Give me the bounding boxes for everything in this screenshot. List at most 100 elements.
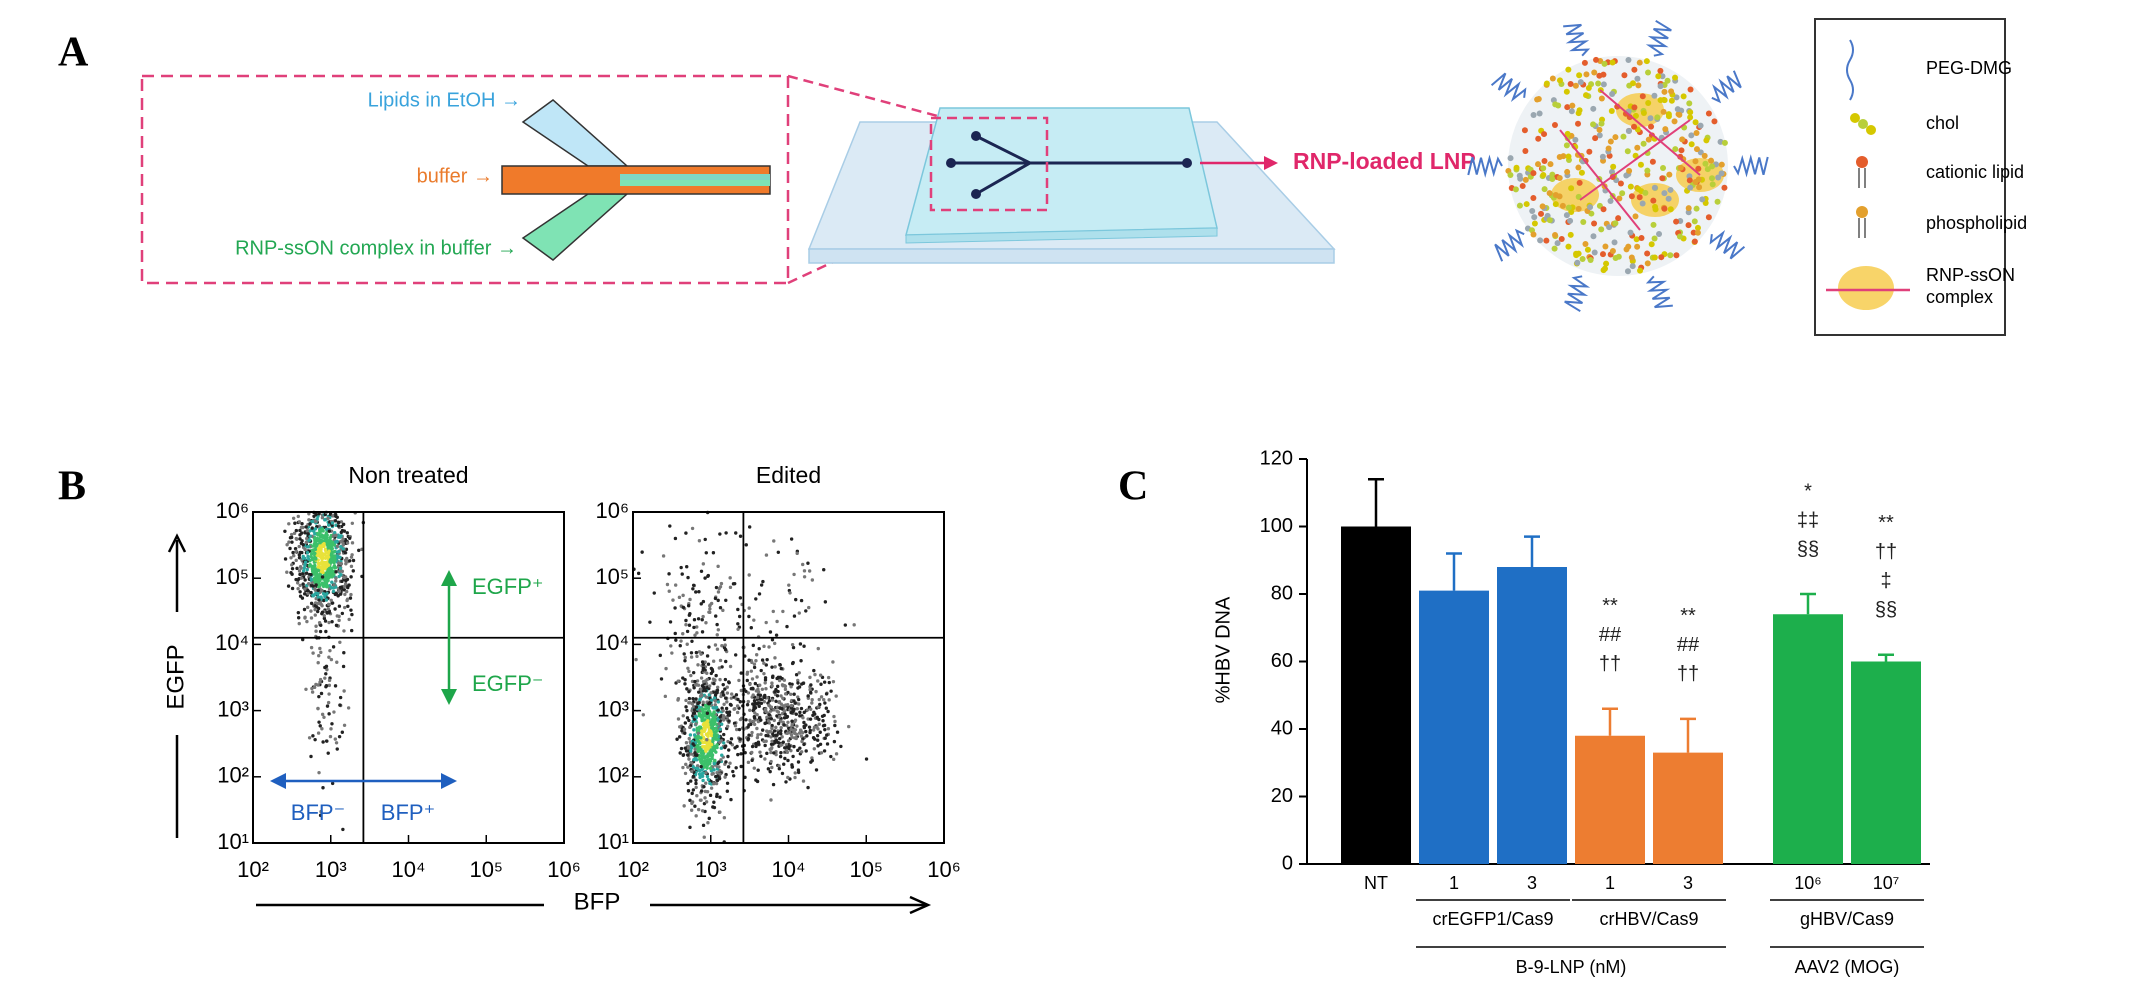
event-dot xyxy=(334,570,338,574)
event-dot xyxy=(824,692,829,696)
lipid xyxy=(1507,171,1514,178)
event-dot xyxy=(779,725,783,730)
event-dot xyxy=(714,585,719,590)
event-dot xyxy=(791,708,796,713)
event-dot xyxy=(754,744,758,749)
event-dot xyxy=(718,658,723,663)
event-dot xyxy=(330,546,334,551)
significance-mark: ** xyxy=(1602,595,1618,617)
significance-mark: ## xyxy=(1599,624,1622,646)
event-dot xyxy=(750,758,754,763)
event-dot xyxy=(693,804,697,808)
event-dot xyxy=(829,689,833,693)
event-dot xyxy=(774,687,778,692)
lipid xyxy=(1543,80,1550,87)
event-dot xyxy=(779,731,783,736)
event-dot xyxy=(819,751,824,755)
ssON xyxy=(1579,119,1691,201)
event-dot xyxy=(707,645,711,649)
event-dot xyxy=(689,746,694,750)
event-dot xyxy=(699,736,703,740)
event-dot xyxy=(763,743,767,748)
event-dot xyxy=(759,732,763,736)
event-dot xyxy=(296,616,301,620)
event-dot xyxy=(338,592,343,596)
lipid xyxy=(1587,204,1594,211)
event-dot xyxy=(777,714,782,719)
event-dot xyxy=(334,514,338,518)
event-dot xyxy=(314,629,318,633)
event-dot xyxy=(738,737,742,741)
event-dot xyxy=(835,730,840,734)
lipid xyxy=(1631,104,1638,111)
event-dot xyxy=(683,682,687,686)
event-dot xyxy=(658,653,663,658)
lipid xyxy=(1564,168,1571,175)
peg-chain xyxy=(1709,230,1746,260)
event-dot xyxy=(690,769,694,774)
event-dot xyxy=(349,608,353,612)
event-dot xyxy=(713,703,717,707)
event-dot xyxy=(692,618,697,622)
event-dot xyxy=(749,626,753,630)
event-dot xyxy=(678,751,682,755)
event-dot xyxy=(664,666,668,671)
event-dot xyxy=(712,800,716,804)
event-dot xyxy=(303,560,308,564)
event-dot xyxy=(321,564,326,568)
event-dot xyxy=(338,585,343,590)
x-tick-label: 3 xyxy=(1683,873,1693,893)
event-dot xyxy=(694,814,698,818)
lipid xyxy=(1590,105,1597,112)
event-dot xyxy=(755,726,759,731)
event-dot xyxy=(793,771,797,775)
event-dot xyxy=(724,598,728,602)
lipid xyxy=(1572,136,1579,143)
event-dot xyxy=(322,560,326,565)
event-dot xyxy=(693,750,697,755)
event-dot xyxy=(667,572,671,576)
event-dot xyxy=(796,678,800,683)
event-dot xyxy=(736,622,740,626)
event-dot xyxy=(314,512,318,517)
lipid xyxy=(1523,201,1530,208)
event-dot xyxy=(735,704,740,708)
lipid xyxy=(1538,210,1545,217)
event-dot xyxy=(318,583,322,587)
event-dot xyxy=(694,715,698,719)
event-dot xyxy=(751,693,755,697)
event-dot xyxy=(309,552,314,556)
event-dot xyxy=(303,592,307,596)
event-dot xyxy=(349,628,354,633)
event-dot xyxy=(292,531,297,536)
event-dot xyxy=(336,594,340,598)
lipid xyxy=(1581,59,1588,66)
lipid xyxy=(1673,252,1680,259)
event-dot xyxy=(689,655,694,659)
event-dot xyxy=(808,728,813,733)
lipid xyxy=(1599,153,1606,160)
event-dot xyxy=(816,744,820,748)
lipid xyxy=(1579,256,1586,263)
event-dot xyxy=(718,715,722,719)
event-dot xyxy=(759,754,763,758)
event-dot xyxy=(762,700,767,704)
event-dot xyxy=(286,584,291,588)
event-dot xyxy=(686,781,690,786)
event-dot xyxy=(739,688,743,693)
event-dot xyxy=(310,519,314,524)
lipid xyxy=(1522,147,1529,154)
event-dot xyxy=(690,791,694,796)
event-dot xyxy=(770,665,774,669)
event-dot xyxy=(794,712,798,716)
event-dot xyxy=(749,733,754,738)
x-tick-label: 10⁴ xyxy=(772,857,806,882)
event-dot xyxy=(746,736,751,741)
event-dot xyxy=(727,719,731,723)
event-dot xyxy=(817,697,821,702)
event-dot xyxy=(686,765,690,769)
event-dot xyxy=(754,653,759,657)
event-dot xyxy=(730,692,734,696)
event-dot xyxy=(694,650,699,655)
event-dot xyxy=(289,570,293,575)
